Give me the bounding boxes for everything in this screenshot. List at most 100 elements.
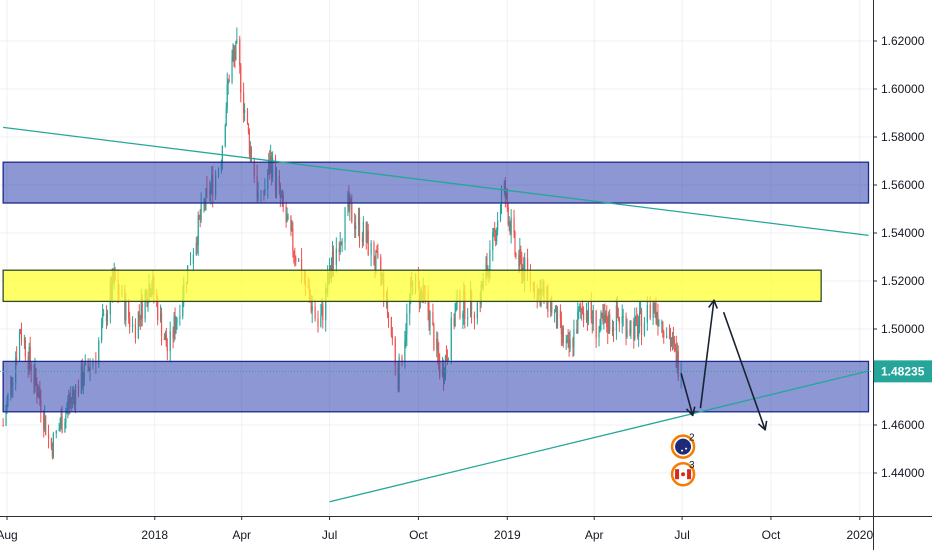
support-resistance-zone[interactable] — [2, 161, 870, 204]
projection-arrow[interactable] — [722, 311, 768, 431]
candle-body — [344, 207, 346, 243]
grid — [0, 0, 873, 516]
candle-body — [599, 325, 601, 333]
candle — [454, 303, 456, 328]
support-resistance-zone[interactable] — [2, 360, 870, 413]
candle-body — [370, 242, 372, 255]
candle-body — [676, 351, 678, 368]
candle — [292, 221, 294, 258]
candle-body — [387, 313, 390, 317]
candle-body — [196, 242, 198, 246]
event-badge-ca[interactable]: 3 — [670, 460, 696, 487]
candle — [561, 325, 563, 346]
candle-body — [65, 412, 67, 423]
candle-body — [577, 311, 579, 334]
candle — [233, 44, 235, 67]
candle — [445, 345, 448, 363]
candle — [164, 330, 166, 341]
candle-body — [163, 336, 166, 340]
candle-body — [45, 415, 47, 435]
candle — [496, 227, 498, 245]
candle-body — [19, 332, 22, 334]
candle — [657, 303, 659, 336]
candle — [226, 72, 228, 114]
candle-body — [598, 332, 600, 338]
candle-body — [332, 251, 335, 265]
candle-body — [61, 416, 63, 433]
trendline[interactable] — [329, 370, 869, 503]
candle — [608, 311, 610, 334]
candle — [58, 423, 60, 432]
candle-body — [625, 316, 627, 337]
candle-body — [608, 314, 610, 333]
candle-body — [28, 346, 30, 370]
candle-body — [311, 306, 313, 312]
candle-body — [437, 339, 439, 354]
candle-body — [640, 310, 643, 336]
candle-body — [144, 293, 146, 319]
candle — [587, 301, 590, 326]
candle-body — [225, 108, 227, 126]
candle — [335, 237, 337, 273]
candle — [668, 324, 671, 340]
flag-star — [681, 449, 684, 452]
candle-body — [489, 250, 491, 278]
candle-body — [580, 306, 582, 310]
candle — [514, 230, 516, 258]
arrow-shaft — [699, 300, 715, 409]
candle-body — [450, 318, 452, 360]
candle — [64, 418, 66, 433]
candle-body — [24, 339, 26, 357]
candle — [455, 302, 457, 312]
candle — [195, 236, 197, 256]
projection-arrow[interactable] — [680, 373, 696, 417]
candle — [582, 306, 585, 328]
candle — [24, 337, 26, 363]
candle-body — [615, 305, 618, 331]
candle-body — [586, 311, 589, 322]
candle — [247, 123, 250, 135]
resistance-zone[interactable] — [2, 269, 822, 303]
candle — [433, 322, 435, 352]
event-badges[interactable]: 23 — [670, 433, 696, 487]
candle-body — [404, 341, 406, 363]
candle-body — [58, 428, 60, 432]
candle-body — [380, 257, 382, 276]
candle — [577, 302, 579, 334]
candle-body — [125, 300, 127, 321]
flag-star — [685, 447, 688, 450]
candle — [377, 243, 379, 259]
candle — [617, 307, 619, 321]
candle-body — [572, 338, 574, 347]
event-badge-au[interactable]: 2 — [670, 433, 696, 459]
trendline[interactable] — [3, 126, 869, 237]
candle — [290, 215, 292, 237]
candle — [137, 311, 139, 340]
candle — [515, 252, 517, 260]
candle-body — [657, 315, 659, 326]
candle — [670, 337, 673, 347]
candle — [354, 213, 356, 239]
candle-body — [454, 310, 456, 326]
candle-body — [662, 321, 664, 333]
candle-body — [554, 306, 557, 312]
candle-body — [141, 297, 143, 319]
candle — [43, 409, 45, 438]
candle — [633, 317, 635, 349]
candle — [287, 213, 289, 221]
projection-arrow[interactable] — [699, 299, 719, 409]
candle-body — [166, 346, 168, 352]
candle — [629, 320, 631, 337]
candle-body — [639, 310, 642, 312]
candle — [189, 252, 192, 266]
candle-body — [50, 438, 53, 447]
candle — [341, 238, 343, 253]
candle — [197, 211, 199, 256]
candle-body — [159, 312, 162, 321]
candle-body — [670, 343, 673, 346]
candle-body — [668, 335, 671, 338]
candle-body — [340, 243, 342, 245]
candle — [391, 327, 393, 346]
candle-body — [339, 243, 341, 253]
